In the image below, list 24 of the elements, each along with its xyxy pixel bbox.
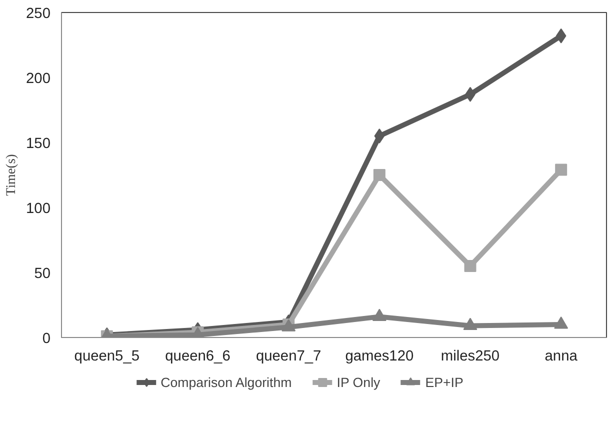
y-tick-label: 100	[26, 201, 51, 217]
x-tick-label: queen7_7	[256, 348, 322, 364]
point	[374, 128, 385, 144]
point	[372, 308, 386, 321]
legend-label: EP+IP	[425, 374, 464, 390]
point	[554, 316, 568, 329]
y-tick-label: 0	[42, 331, 51, 347]
x-tick-label: queen5_5	[74, 348, 140, 364]
x-tick-label: miles250	[440, 348, 500, 364]
x-tick-label: anna	[544, 348, 578, 364]
y-axis-title: Time(s)	[3, 154, 18, 196]
point	[464, 260, 476, 272]
point	[463, 318, 478, 330]
y-tick-label: 250	[26, 6, 51, 22]
x-tick-label: queen6_6	[165, 348, 230, 364]
legend-label: Comparison Algorithm	[160, 374, 292, 390]
point	[555, 164, 568, 176]
point	[373, 169, 386, 181]
legend-label: IP Only	[336, 374, 380, 390]
point	[556, 28, 566, 44]
y-tick-label: 50	[34, 266, 51, 282]
y-tick-label: 150	[26, 136, 51, 152]
y-tick-label: 200	[26, 71, 51, 87]
x-tick-label: games120	[345, 348, 414, 364]
